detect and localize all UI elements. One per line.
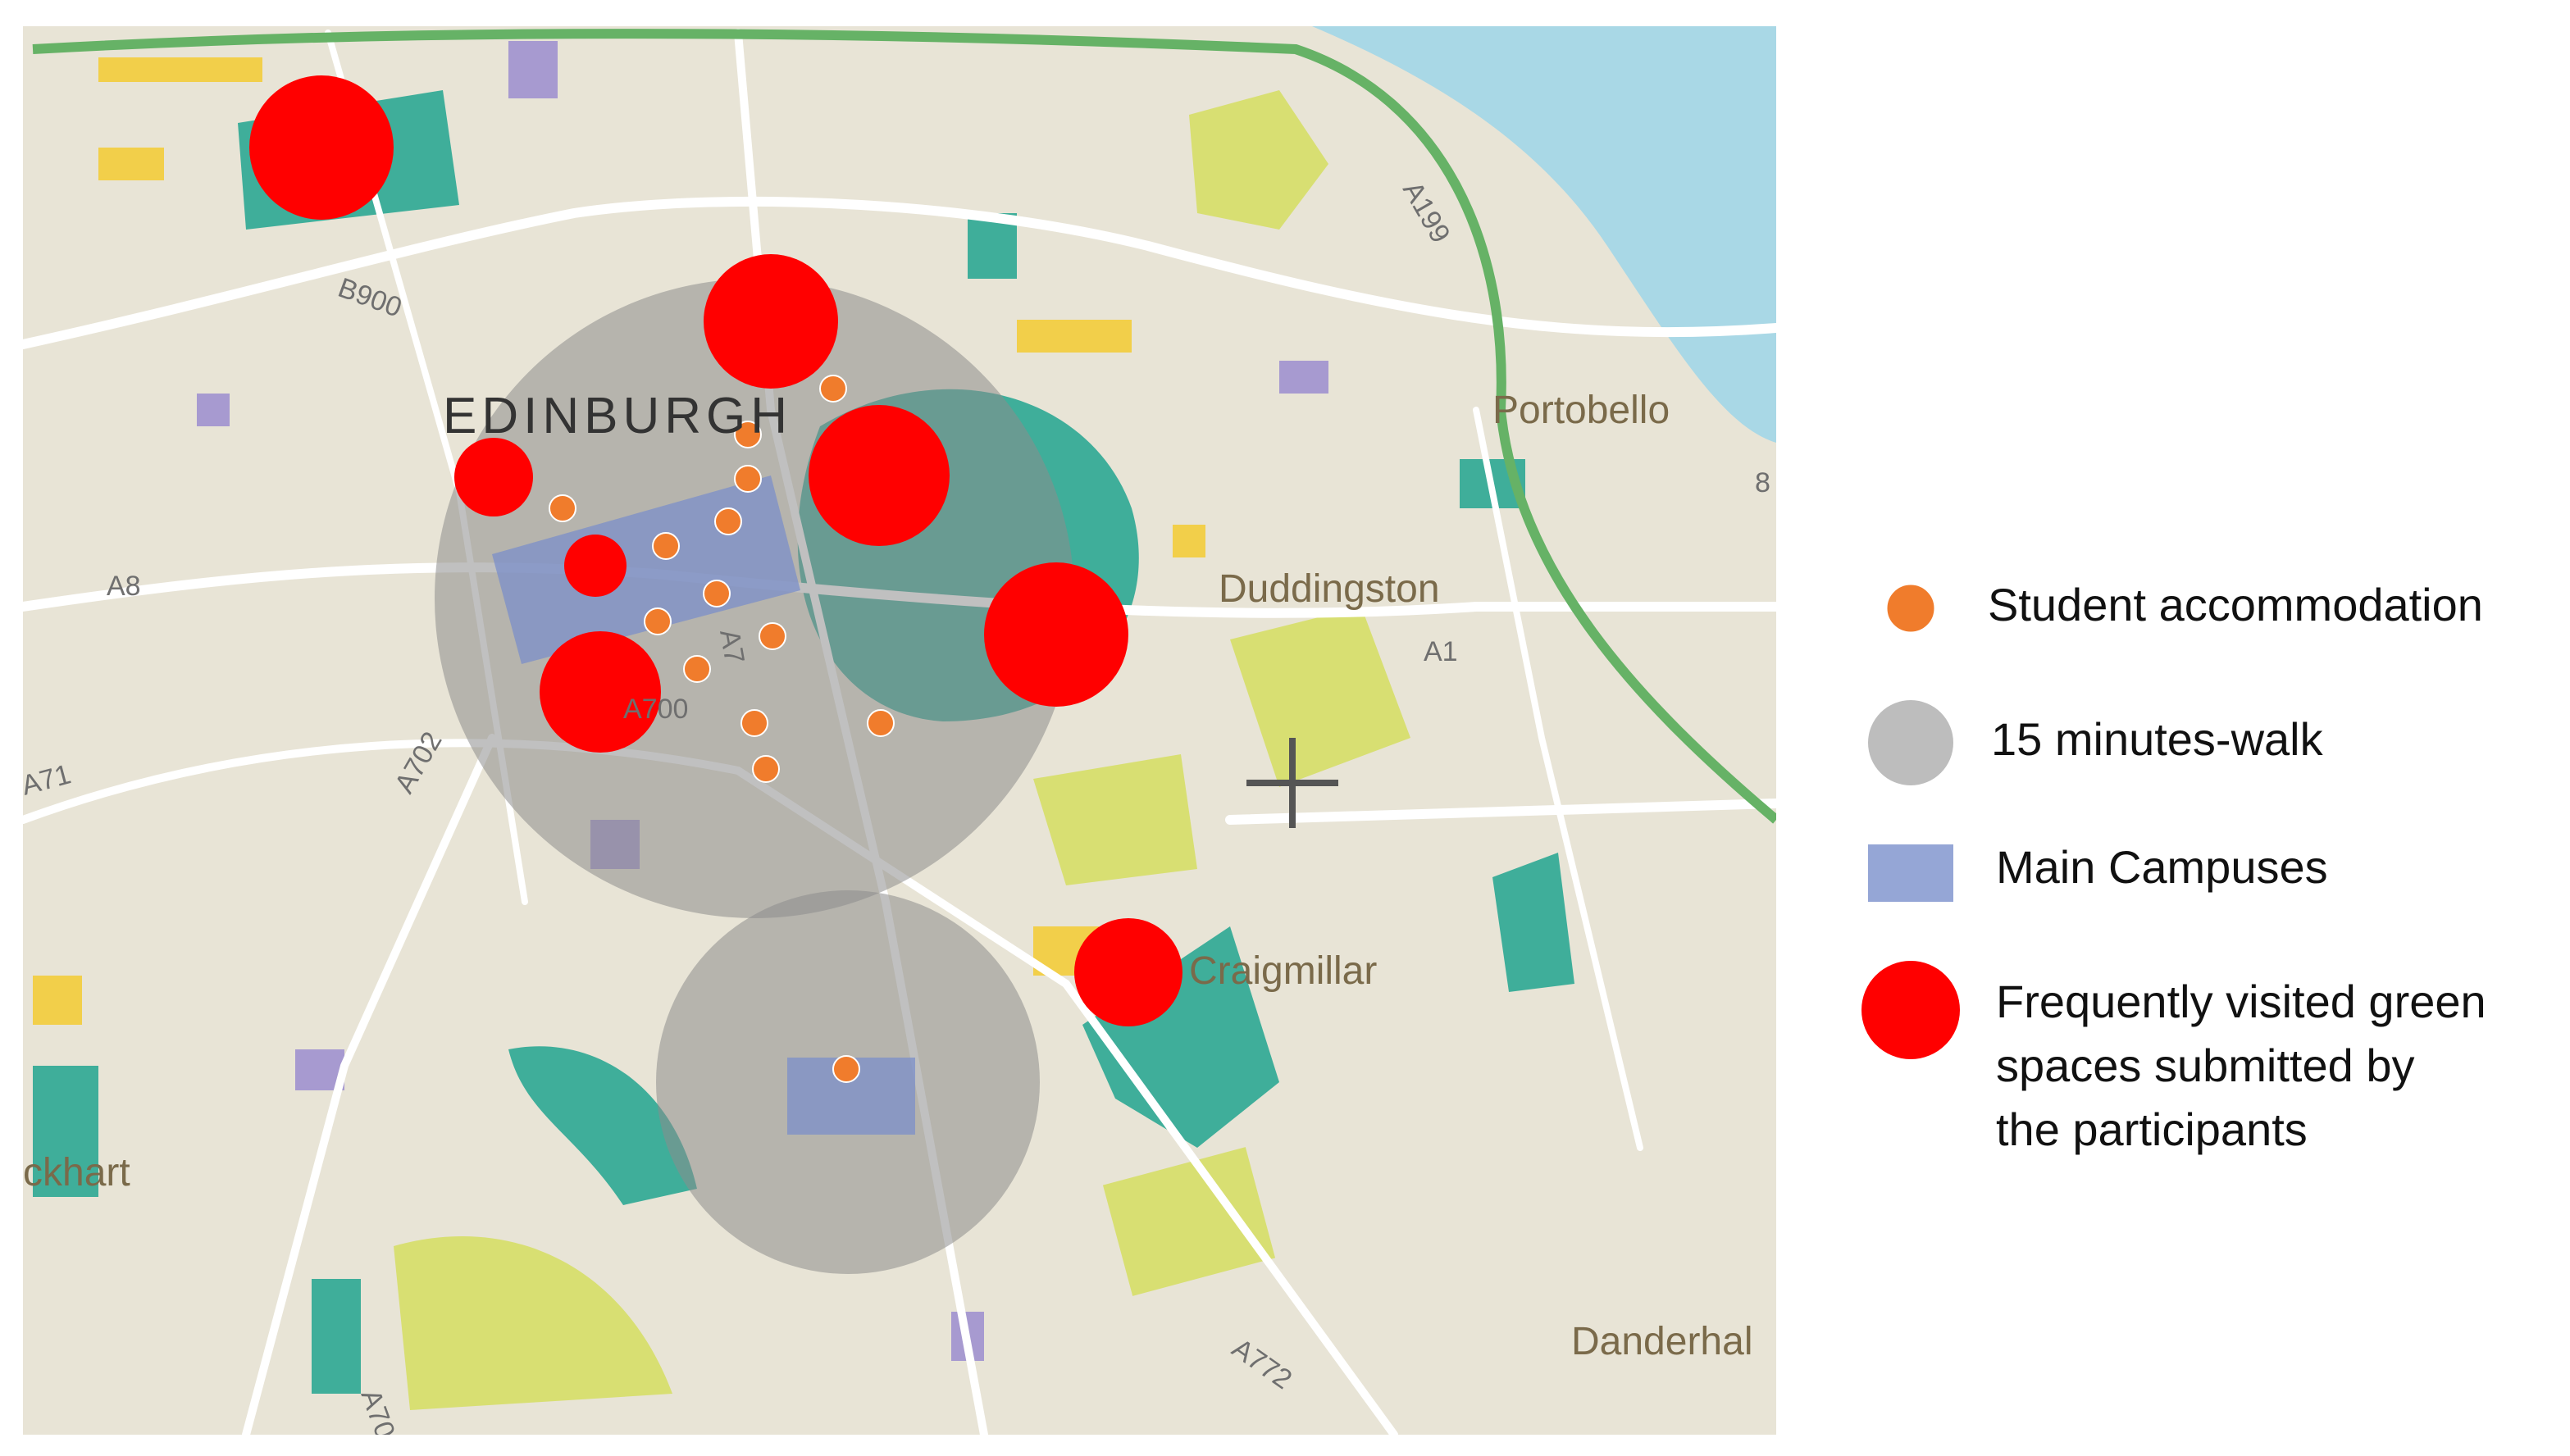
sea bbox=[1312, 26, 1776, 443]
green-space-markers bbox=[249, 75, 1182, 1026]
road-label: A1 bbox=[1424, 636, 1458, 667]
legend-campus-icon bbox=[1868, 844, 1953, 902]
legend-label: Main Campuses bbox=[1996, 841, 2328, 893]
accommodation-markers bbox=[549, 375, 895, 1083]
legend-green-icon bbox=[1861, 961, 1960, 1059]
legend-label: spaces submitted by bbox=[1996, 1040, 2414, 1091]
green-fields bbox=[394, 90, 1410, 1410]
road-label: A7 bbox=[713, 627, 750, 667]
place-label: Duddingston bbox=[1219, 567, 1440, 611]
city-label: EDINBURGH bbox=[443, 388, 792, 444]
place-label: Portobello bbox=[1492, 389, 1670, 432]
legend: Student accommodation 15 minutes-walk Ma… bbox=[1861, 579, 2486, 1155]
legend-accommodation-icon bbox=[1884, 582, 1937, 635]
legend-walk-icon bbox=[1868, 700, 1953, 785]
road-label: A8 bbox=[107, 571, 141, 602]
place-label: ckhart bbox=[23, 1151, 130, 1194]
yellow-areas bbox=[33, 57, 1205, 1025]
legend-label: the participants bbox=[1996, 1103, 2308, 1155]
legend-label: Student accommodation bbox=[1988, 579, 2483, 630]
legend-label: 15 minutes-walk bbox=[1991, 713, 2324, 765]
place-label: Craigmillar bbox=[1189, 949, 1377, 993]
crosshair bbox=[1246, 738, 1338, 828]
place-label: Danderhal bbox=[1571, 1320, 1752, 1363]
map: EDINBURGH Portobello Duddingston Craigmi… bbox=[23, 26, 1776, 1435]
legend-label: Frequently visited green bbox=[1996, 976, 2486, 1027]
road-label: A700 bbox=[623, 694, 688, 725]
road-label: 8 bbox=[1755, 467, 1770, 498]
